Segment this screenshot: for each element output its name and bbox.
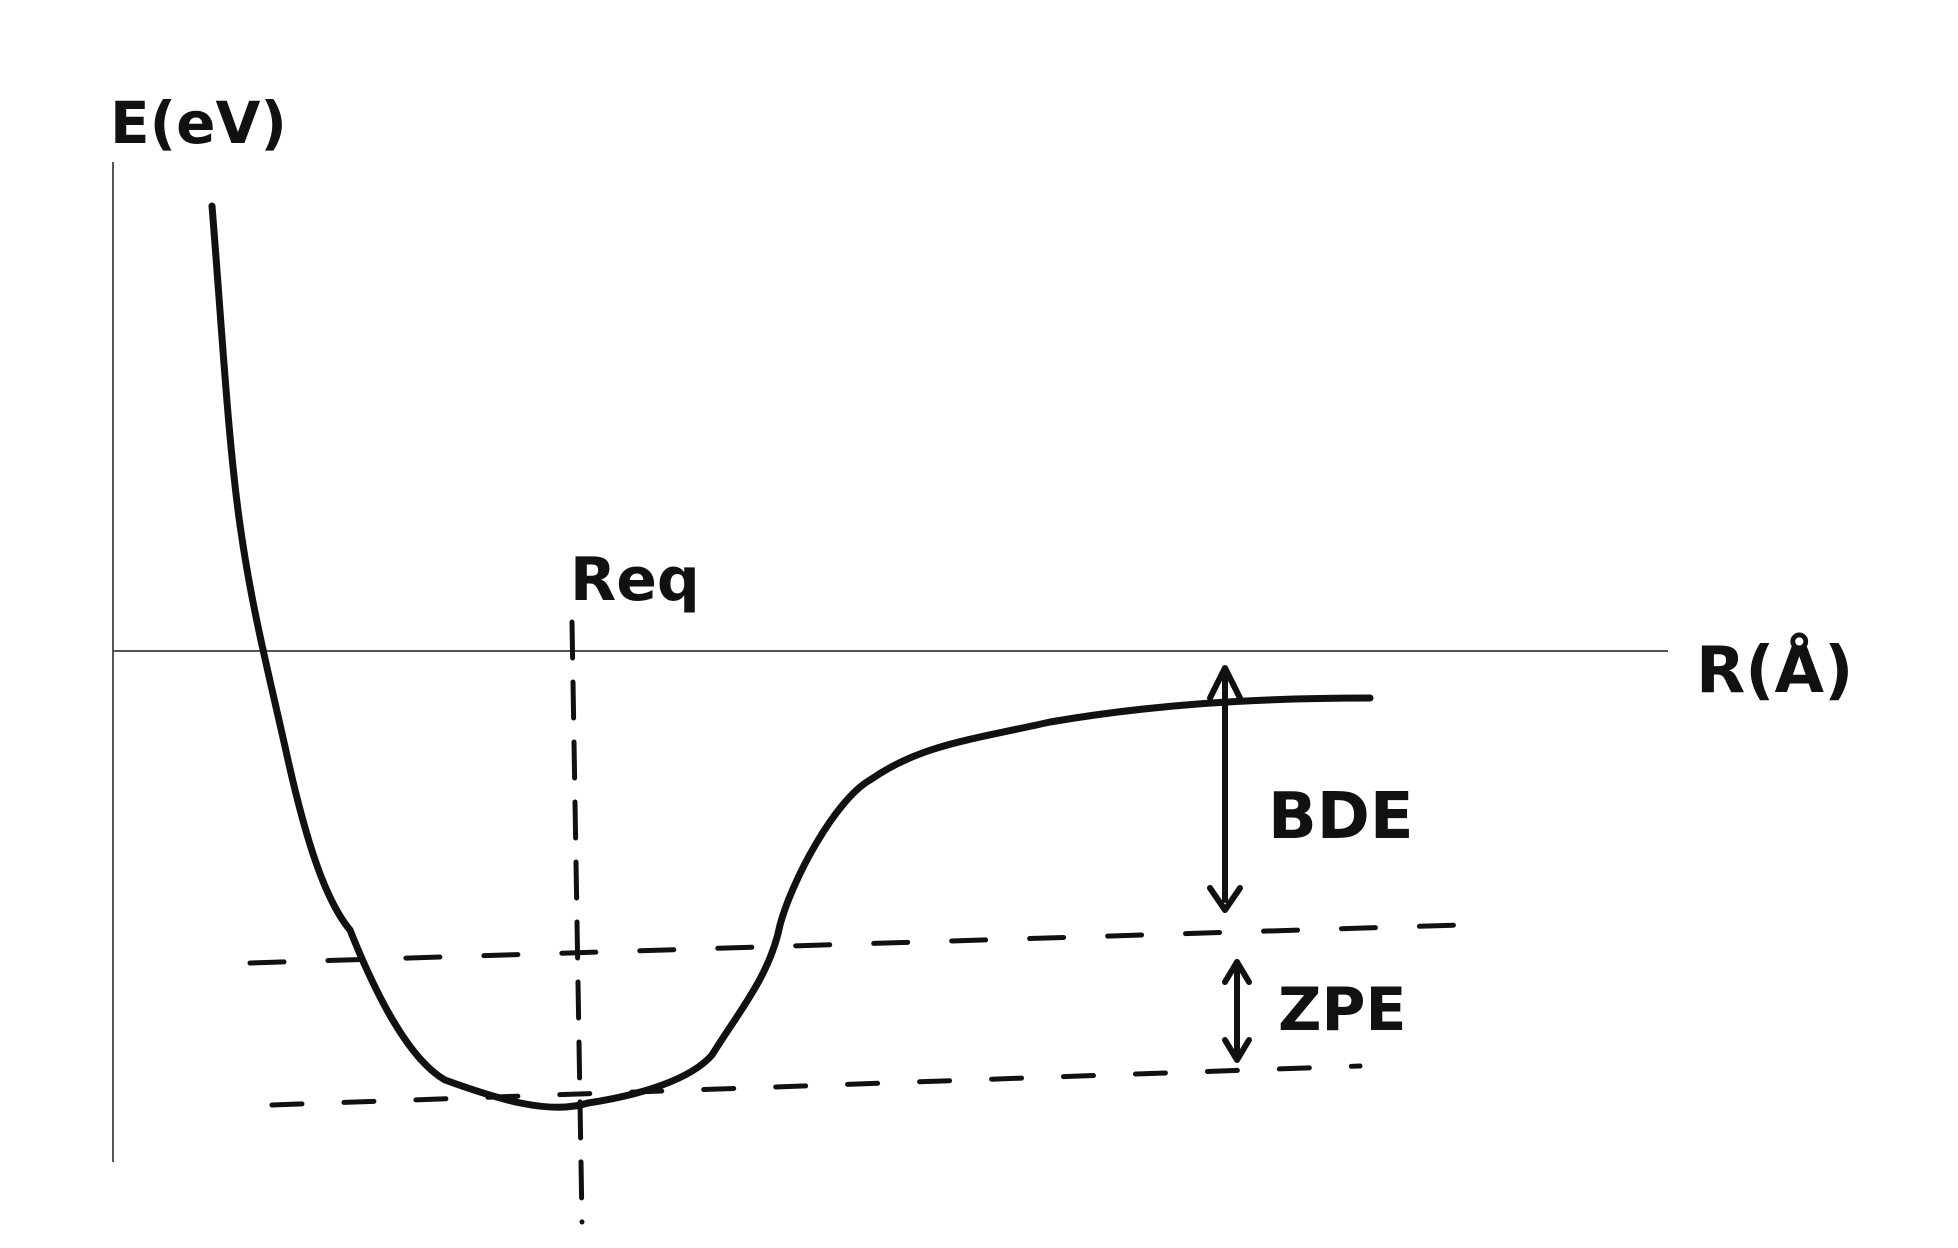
zpe-arrow-head-up: [1222, 959, 1252, 985]
req-label: Req: [570, 545, 700, 615]
zpe-label: ZPE: [1278, 975, 1406, 1045]
x-axis-label: R(Å): [1696, 632, 1853, 708]
zpe-level-dashed-line: [247, 922, 1463, 966]
req-dashed-line: [569, 619, 585, 1225]
bde-arrow-head-up: [1207, 665, 1243, 701]
y-axis-label: E(eV): [110, 89, 287, 157]
bde-arrow-head-down: [1207, 885, 1243, 913]
bde-label: BDE: [1268, 780, 1414, 854]
potential-energy-curve: [208, 202, 1374, 1111]
zpe-arrow-head-down: [1222, 1037, 1252, 1063]
